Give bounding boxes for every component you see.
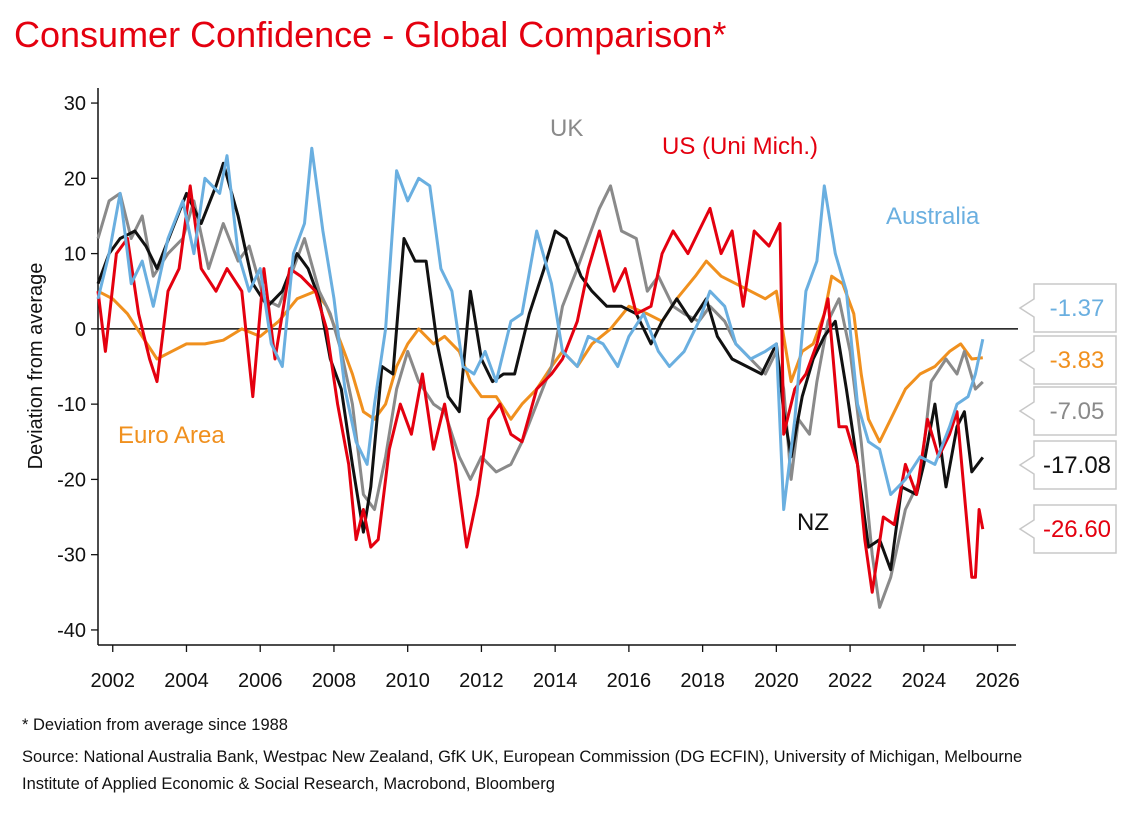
series-labels: Euro Area UK US (Uni Mich.) NZ Australia: [118, 115, 980, 536]
y-tick-label: -30: [57, 545, 86, 567]
y-tick-label: -10: [57, 394, 86, 416]
y-axis-label: Deviation from average: [25, 263, 47, 470]
value-tag: -1.37: [1018, 283, 1117, 333]
x-tick-label: 2008: [312, 670, 357, 692]
value-tag: -17.08: [1018, 440, 1117, 490]
series-line-us-uni-mich: [96, 184, 985, 594]
footnote-source-2: Institute of Applied Economic & Social R…: [22, 775, 555, 793]
series-label-nz: NZ: [797, 509, 829, 536]
x-tick-label: 2010: [385, 670, 430, 692]
value-tag-label: -17.08: [1043, 452, 1111, 479]
series-line-uk: [96, 184, 984, 609]
x-tick-label: 2024: [902, 670, 947, 692]
latest-value-tags: -3.83 -7.05 -17.08 -26.60 -1.37: [1018, 283, 1117, 554]
series-label-us: US (Uni Mich.): [662, 133, 818, 160]
value-tag-label: -3.83: [1050, 347, 1105, 374]
value-tag-box: [1018, 283, 1117, 333]
x-tick-label: 2016: [607, 670, 652, 692]
x-tick-label: 2012: [459, 670, 504, 692]
value-tag-label: -7.05: [1050, 398, 1105, 425]
value-tag-label: -26.60: [1043, 516, 1111, 543]
value-tag-box: [1018, 440, 1117, 490]
series-label-uk: UK: [550, 115, 583, 142]
value-tag: -26.60: [1018, 504, 1117, 554]
value-tag: -3.83: [1018, 335, 1117, 385]
x-tick-label: 2002: [90, 670, 135, 692]
y-tick-label: 30: [64, 93, 86, 115]
value-tag-box: [1018, 335, 1117, 385]
y-tick-label: 0: [75, 319, 86, 341]
y-tick-label: -20: [57, 469, 86, 491]
x-tick-label: 2014: [533, 670, 578, 692]
y-tick-label: 10: [64, 244, 86, 266]
series-lines: [96, 146, 985, 609]
series-line-australia: [96, 146, 985, 511]
x-tick-label: 2018: [680, 670, 725, 692]
y-tick-label: -40: [57, 620, 86, 642]
x-tick-label: 2020: [754, 670, 799, 692]
value-tag-box: [1018, 504, 1117, 554]
x-tick-label: 2022: [828, 670, 873, 692]
value-tag-label: -1.37: [1050, 295, 1105, 322]
chart-title: Consumer Confidence - Global Comparison*: [14, 14, 727, 55]
series-line-nz: [96, 161, 984, 572]
series-label-euro-area: Euro Area: [118, 422, 225, 449]
x-tick-label: 2026: [975, 670, 1020, 692]
footnote-source-1: Source: National Australia Bank, Westpac…: [22, 748, 1023, 766]
value-tag-box: [1018, 386, 1117, 436]
value-tag: -7.05: [1018, 386, 1117, 436]
series-label-australia: Australia: [886, 203, 980, 230]
y-tick-label: 20: [64, 168, 86, 190]
x-tick-label: 2006: [238, 670, 283, 692]
x-tick-label: 2004: [164, 670, 209, 692]
footnote-definition: * Deviation from average since 1988: [22, 716, 288, 734]
